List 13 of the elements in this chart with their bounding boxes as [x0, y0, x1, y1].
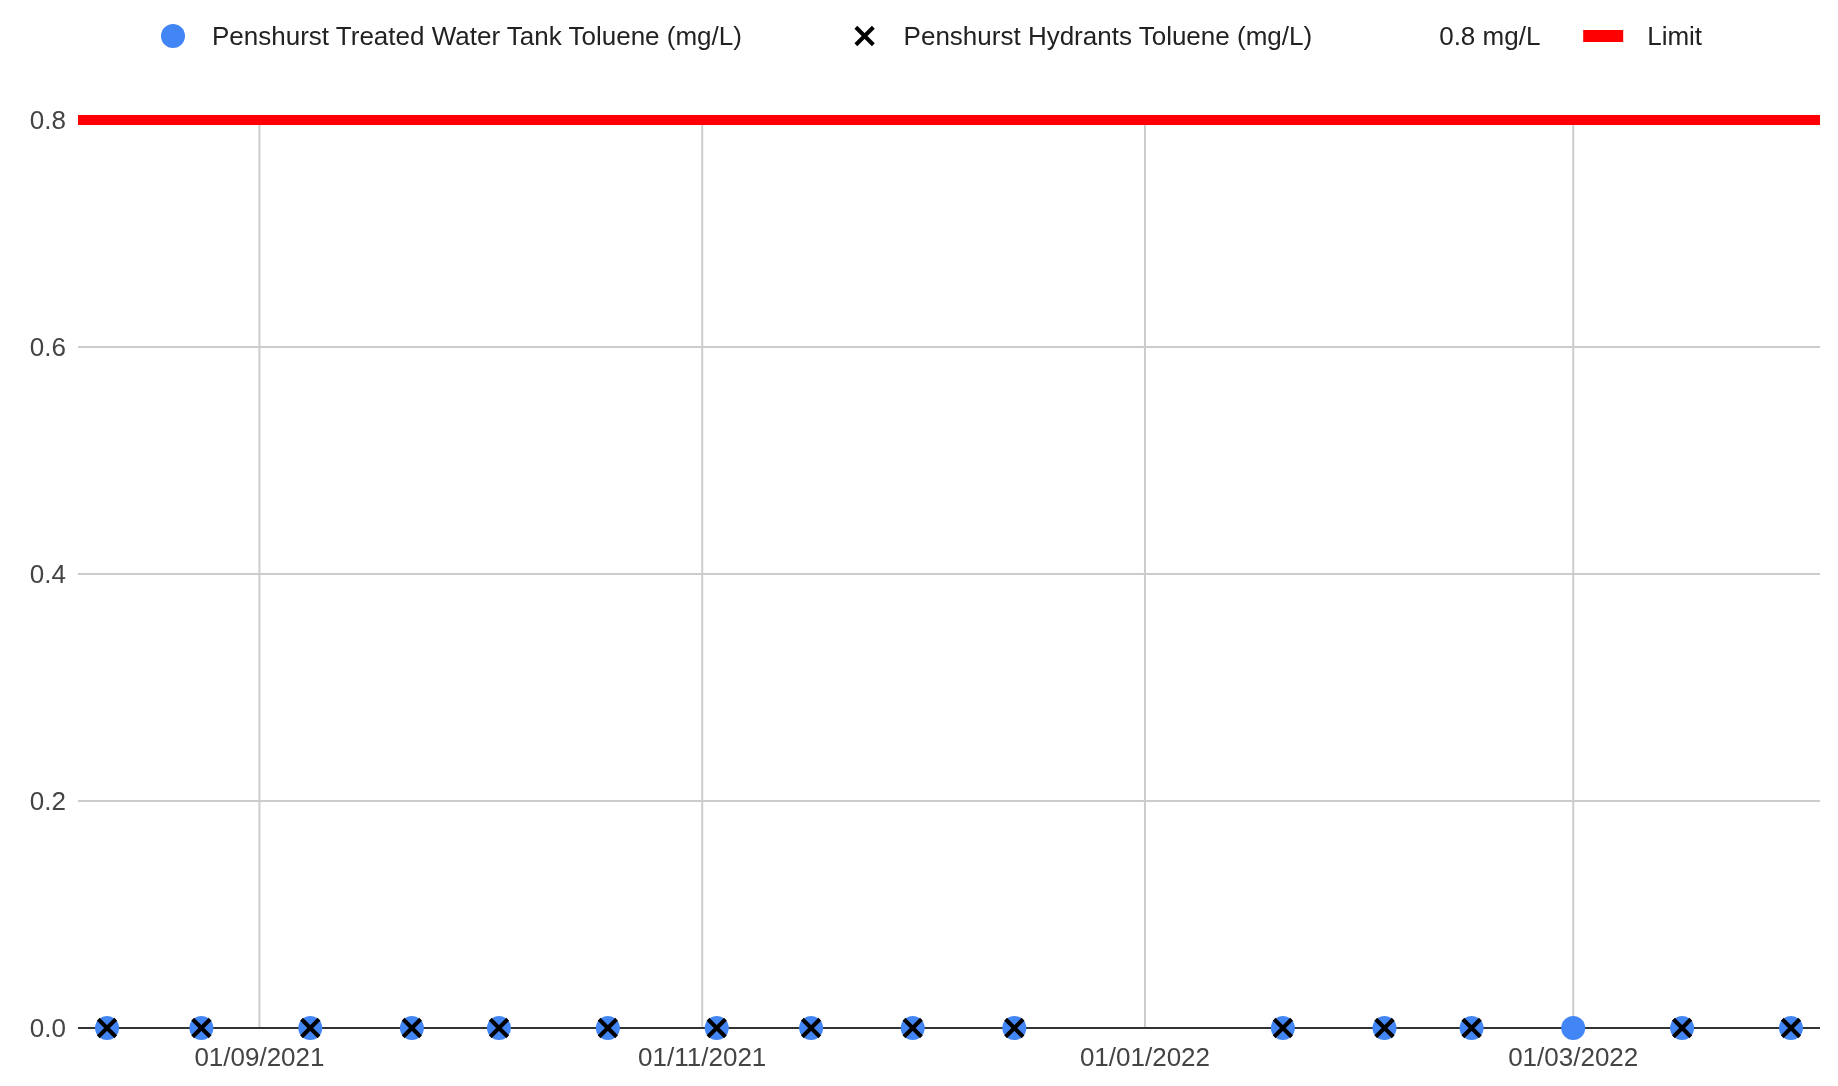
x-tick-label: 01/09/2021: [194, 1042, 325, 1072]
y-tick-label: 0.4: [29, 559, 66, 590]
y-tick-label: 0.8: [29, 105, 66, 136]
legend-label: Penshurst Hydrants Toluene (mg/L): [903, 21, 1313, 52]
legend-label: Penshurst Treated Water Tank Toluene (mg/L): [212, 21, 742, 52]
x-tick-label: 01/01/2022: [1079, 1042, 1211, 1072]
y-tick-label: 0.0: [29, 1013, 66, 1044]
y-tick-label: 0.2: [29, 786, 66, 817]
legend-label: Limit: [1647, 21, 1703, 52]
x-tick-label: 01/11/2021: [638, 1042, 767, 1072]
y-tick-label: 0.6: [29, 332, 66, 363]
text: 0.8 mg/L: [1439, 21, 1541, 52]
x-tick-label: 01/03/2022: [1508, 1042, 1639, 1072]
